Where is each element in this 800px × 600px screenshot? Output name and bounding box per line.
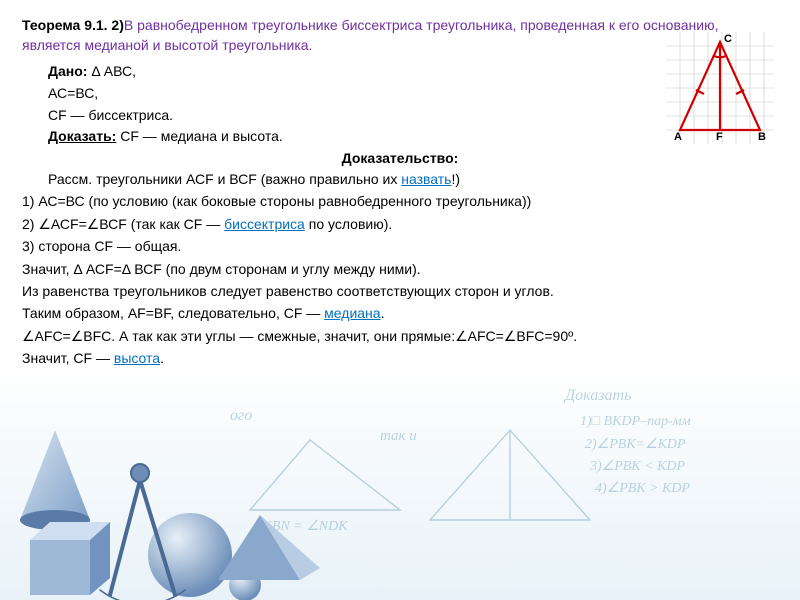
given-l2: АС=ВС,: [48, 83, 778, 105]
cube-icon: [30, 522, 110, 595]
svg-text:1)□ ВКDР–пар-мм: 1)□ ВКDР–пар-мм: [580, 414, 691, 429]
proof-s6b: .: [381, 305, 385, 321]
given-label: Дано:: [48, 63, 87, 79]
small-sphere-icon: [229, 569, 261, 600]
compass-icon: [100, 464, 185, 600]
svg-text:ого: ого: [230, 407, 252, 424]
proof-block: Рассм. треугольники АСF и ВСF (важно пра…: [22, 168, 778, 370]
sphere-icon: [148, 513, 232, 597]
link-name[interactable]: назвать: [401, 171, 451, 187]
proof-s8b: .: [160, 350, 164, 366]
decorative-shapes: ого так и ∠KBN = ∠NDK Доказать 1)□ ВКDР–…: [0, 370, 800, 600]
pyramid-icon: [218, 515, 320, 580]
svg-text:4)∠РВК > КDР: 4)∠РВК > КDР: [595, 481, 690, 496]
given-l1: Δ АВС,: [91, 63, 136, 79]
cone-icon: [20, 430, 90, 530]
proof-s3: 3) сторона СF — общая.: [22, 235, 778, 257]
proof-s8a: Значит, СF —: [22, 350, 114, 366]
proof-s2b: по условию).: [305, 216, 392, 232]
proof-s5: Из равенства треугольников следует равен…: [22, 280, 778, 302]
given-l3: СF — биссектриса.: [48, 105, 778, 127]
svg-text:∠KBN = ∠NDK: ∠KBN = ∠NDK: [250, 519, 348, 534]
svg-text:N: N: [49, 544, 63, 564]
theorem-statement: В равнобедренном треугольнике биссектрис…: [22, 17, 718, 53]
proof-s6a: Таким образом, АF=ВF, следовательно, СF …: [22, 305, 324, 321]
prove-label: Доказать:: [48, 128, 116, 144]
link-bisector[interactable]: биссектриса: [224, 216, 305, 232]
svg-text:3)∠РВК < КDР: 3)∠РВК < КDР: [589, 459, 685, 474]
link-height[interactable]: высота: [114, 350, 160, 366]
theorem-header: Теорема 9.1. 2)В равнобедренном треуголь…: [22, 16, 778, 55]
proof-s7: ∠АFС=∠ВFС. А так как эти углы — смежные,…: [22, 325, 778, 347]
prove-text: СF — медиана и высота.: [116, 128, 282, 144]
given-block: Дано: Δ АВС, АС=ВС, СF — биссектриса. До…: [22, 61, 778, 148]
svg-text:Доказать: Доказать: [563, 387, 631, 404]
proof-intro1: Рассм. треугольники АСF и ВСF (важно пра…: [48, 171, 401, 187]
proof-s4: Значит, Δ АСF=Δ ВСF (по двум сторонам и …: [22, 258, 778, 280]
svg-text:так и: так и: [380, 428, 417, 444]
proof-intro2: !): [451, 171, 460, 187]
svg-text:2)∠РВК=∠КDР: 2)∠РВК=∠КDР: [585, 437, 686, 452]
theorem-number: Теорема 9.1. 2): [22, 17, 124, 33]
proof-title: Доказательство:: [22, 150, 778, 166]
proof-s2a: 2) ∠АСF=∠ВСF (так как СF —: [22, 216, 224, 232]
link-median[interactable]: медиана: [324, 305, 380, 321]
proof-s1: 1) АС=ВС (по условию (как боковые сторон…: [22, 190, 778, 212]
